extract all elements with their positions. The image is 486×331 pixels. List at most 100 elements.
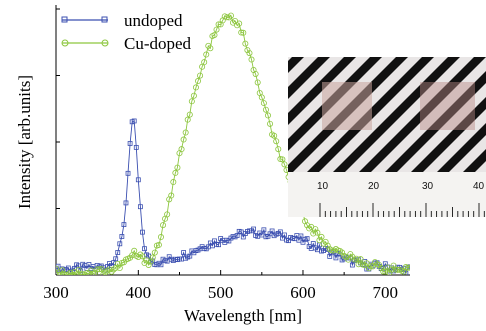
data-point	[254, 79, 261, 86]
data-point	[248, 56, 255, 63]
data-point	[125, 170, 131, 176]
data-point	[75, 266, 82, 273]
data-point	[121, 222, 127, 228]
data-point	[376, 261, 383, 268]
inset-stripe	[288, 57, 304, 73]
y-axis-ticks	[56, 8, 60, 209]
data-point	[261, 227, 267, 233]
series-cu-doped	[56, 12, 410, 275]
data-point	[269, 228, 275, 234]
data-point	[117, 241, 123, 247]
inset-sample-right	[420, 82, 475, 130]
data-point	[380, 268, 387, 275]
data-point	[61, 271, 68, 275]
data-point	[304, 222, 311, 229]
data-point	[131, 118, 137, 124]
data-point	[157, 234, 164, 241]
inset-ruler-ticks	[319, 203, 485, 217]
legend-marker-cu-doped-2	[101, 39, 109, 47]
ruler-label-30: 30	[422, 181, 434, 192]
data-point	[186, 111, 193, 118]
data-point	[234, 22, 241, 29]
data-point	[188, 98, 195, 105]
data-point	[216, 242, 221, 248]
data-point	[244, 47, 251, 54]
series-layer	[56, 12, 410, 275]
data-point	[211, 31, 218, 38]
data-point	[79, 271, 86, 275]
data-point	[403, 271, 409, 275]
data-point	[178, 146, 185, 153]
data-point	[279, 156, 286, 163]
data-point	[252, 70, 259, 77]
data-point	[116, 265, 123, 272]
data-point	[113, 256, 119, 262]
data-point	[355, 261, 362, 268]
data-point	[262, 106, 269, 113]
data-point	[158, 262, 164, 268]
x-tick-label-400: 400	[126, 283, 152, 302]
data-point	[192, 84, 199, 91]
inset-stripe	[80, 57, 252, 217]
data-point	[145, 261, 152, 268]
data-point	[149, 254, 156, 261]
data-point	[164, 211, 171, 218]
data-point	[242, 40, 249, 47]
data-point	[333, 255, 339, 261]
data-point	[236, 20, 243, 27]
data-point	[56, 271, 62, 275]
x-tick-label-500: 500	[208, 283, 234, 302]
data-point	[151, 249, 158, 256]
data-point	[85, 270, 92, 275]
data-point	[407, 264, 410, 271]
data-point	[298, 233, 304, 239]
data-point	[238, 29, 245, 36]
data-point	[131, 247, 138, 254]
data-point	[339, 249, 346, 256]
legend: undoped Cu-doped	[61, 11, 192, 53]
data-point	[168, 192, 175, 199]
data-point	[142, 246, 147, 252]
data-point	[304, 236, 310, 242]
data-point	[137, 204, 143, 210]
data-point	[258, 94, 265, 101]
data-point	[197, 72, 204, 79]
data-point	[316, 237, 323, 244]
data-point	[155, 241, 162, 248]
data-point	[277, 156, 284, 163]
data-point	[102, 269, 109, 275]
legend-marker-undoped-1	[61, 16, 68, 23]
data-point	[190, 92, 197, 99]
data-point	[94, 266, 101, 273]
data-point	[81, 271, 88, 275]
data-point	[372, 259, 379, 266]
data-point	[271, 132, 278, 139]
data-point	[227, 12, 234, 19]
data-point	[137, 251, 144, 258]
data-point	[115, 250, 121, 255]
data-point	[195, 78, 202, 85]
data-point	[264, 112, 271, 119]
legend-label-cu-doped: Cu-doped	[124, 34, 192, 53]
data-point	[240, 29, 247, 36]
legend-label-undoped: undoped	[124, 11, 183, 30]
data-point	[140, 229, 145, 235]
data-point	[139, 253, 146, 260]
data-point	[225, 14, 232, 21]
data-point	[223, 14, 230, 21]
data-point	[123, 200, 129, 206]
data-point	[361, 262, 368, 269]
data-point	[378, 265, 385, 272]
data-point	[127, 141, 133, 146]
ruler-label-10: 10	[317, 181, 329, 192]
data-point	[213, 26, 220, 33]
inset-sample-left	[322, 82, 372, 130]
inset-photo: 10 20 30 40	[80, 57, 486, 217]
data-point	[170, 179, 177, 186]
inset-stripe	[106, 57, 278, 217]
x-axis-title: Wavelength [nm]	[184, 306, 302, 325]
data-point	[135, 177, 141, 183]
data-point	[392, 266, 399, 273]
data-point	[281, 161, 288, 168]
